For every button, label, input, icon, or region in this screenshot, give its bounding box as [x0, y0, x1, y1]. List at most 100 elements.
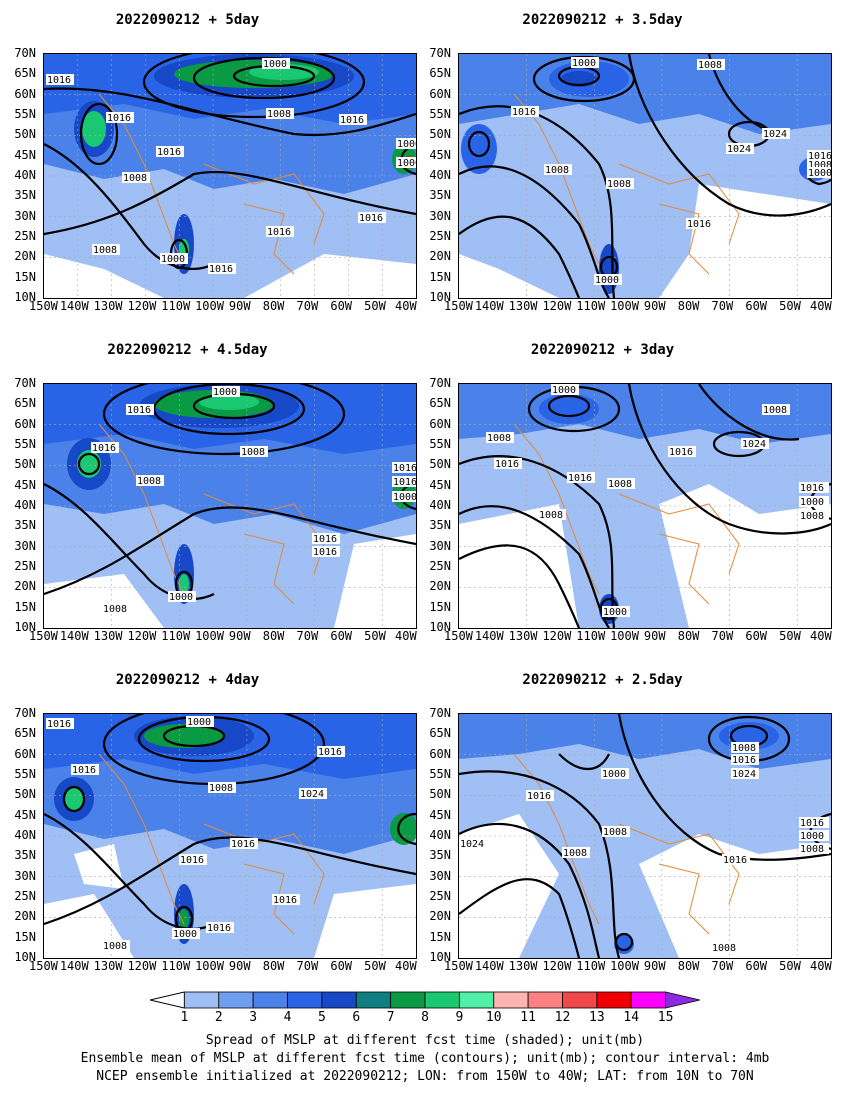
lon-tick-label: 120W — [542, 959, 572, 973]
lon-tick-label: 50W — [779, 629, 801, 643]
lon-tick-label: 80W — [262, 299, 285, 313]
map-panel: 2022090212 + 4day — [0, 660, 417, 990]
lat-tick-label: 45N — [429, 477, 451, 492]
lon-tick-label: 110W — [161, 299, 191, 313]
contour-label: 1008 — [241, 447, 265, 458]
lon-tick-label: 60W — [745, 959, 768, 973]
contour-label: 1016 — [340, 115, 364, 126]
contour-label: 1016 — [568, 473, 592, 484]
lon-tick-label: 50W — [364, 629, 386, 643]
map-plot: 1000 1008 1008 1016 1016 1024 1016 1008 … — [458, 383, 832, 629]
contour-label: 1000 — [213, 387, 237, 398]
map-plot: 1000 1008 1016 1024 1024 1008 1008 1016 … — [458, 53, 832, 299]
lat-tick-label: 60N — [429, 416, 451, 431]
contour-label: 1000 — [169, 592, 193, 603]
contour-label: 1016 — [359, 213, 383, 224]
lon-tick-label: 100W — [610, 629, 639, 643]
contour-label: 1016 — [231, 839, 255, 850]
contour-label: 1016 — [512, 107, 536, 118]
contour-label: 1016 — [495, 459, 519, 470]
lon-tick-label: 100W — [195, 299, 224, 313]
lat-tick-label: 30N — [429, 538, 451, 553]
lat-tick-label: 45N — [14, 807, 36, 822]
lon-tick-label: 150W — [444, 629, 473, 643]
lat-tick-label: 10N — [429, 620, 451, 634]
contour-label: 1016 — [732, 755, 756, 766]
lat-tick-label: 70N — [429, 706, 451, 720]
lon-tick-label: 40W — [395, 299, 417, 313]
contour-label: 1016 — [800, 483, 824, 494]
contour-label: 1016 — [808, 151, 831, 162]
contour-label: 1016 — [92, 443, 116, 454]
colorbar-over-triangle — [665, 991, 701, 1009]
lat-tick-label: 10N — [14, 950, 36, 964]
contour-label: 1016 — [393, 477, 416, 488]
lat-tick-label: 15N — [429, 929, 451, 944]
lat-tick-label: 55N — [429, 107, 451, 121]
contour-label: 1024 — [727, 144, 751, 155]
map-plot: 1016 1016 1000 1008 1016 1016 1008 1008 … — [43, 53, 417, 299]
map-panel: 2022090212 + 3day — [415, 330, 832, 660]
lat-tick-label: 20N — [429, 909, 451, 924]
lon-tick-label: 120W — [127, 629, 157, 643]
lat-tick-label: 25N — [14, 559, 36, 573]
contour-label: 1008 — [712, 943, 736, 954]
panel-title: 2022090212 + 3day — [530, 342, 675, 358]
colorbar-tick-label: 5 — [317, 1010, 326, 1025]
contour-label: 1016 — [207, 923, 231, 934]
lon-tick-label: 120W — [127, 959, 157, 973]
lon-tick-label: 60W — [330, 629, 353, 643]
contour-label: 1016 — [47, 719, 71, 730]
colorbar-swatch — [630, 991, 667, 1009]
lon-tick-label: 60W — [330, 959, 353, 973]
lat-tick-label: 40N — [14, 498, 36, 512]
lat-tick-label: 65N — [14, 396, 36, 411]
lon-tick-label: 70W — [711, 629, 734, 643]
lat-tick-label: 65N — [429, 726, 451, 741]
lon-tick-label: 110W — [161, 629, 191, 643]
lon-tick-label: 140W — [474, 959, 504, 973]
lat-tick-label: 55N — [14, 107, 36, 121]
contour-label: 1008 — [603, 827, 627, 838]
lat-tick-label: 35N — [429, 848, 451, 863]
lat-tick-label: 25N — [14, 889, 36, 903]
colorbar-swatch — [458, 991, 495, 1009]
colorbar-swatch — [252, 991, 288, 1009]
lon-tick-label: 140W — [474, 629, 504, 643]
lon-tick-label: 80W — [677, 299, 700, 313]
contour-label: 1024 — [763, 129, 787, 140]
contour-label: 1024 — [742, 439, 766, 450]
contour-label: 1000 — [397, 139, 416, 150]
colorbar-swatch — [218, 991, 254, 1009]
contour-label: 1000 — [800, 497, 824, 508]
lat-tick-label: 25N — [429, 889, 451, 903]
contour-label: 1016 — [318, 747, 342, 758]
colorbar-tick-label: 13 — [589, 1010, 605, 1025]
lon-tick-label: 80W — [262, 959, 285, 973]
contour-label: 1000 — [595, 275, 619, 286]
colorbar-swatch — [424, 991, 460, 1009]
map-panel: 2022090212 + 3.5day — [415, 0, 832, 330]
panel-title: 2022090212 + 4.5day — [107, 342, 268, 358]
contour-label: 1024 — [460, 839, 484, 850]
contour-label: 1000 — [602, 769, 626, 780]
colorbar-tick-label: 8 — [421, 1010, 429, 1025]
lat-tick-label: 60N — [14, 746, 36, 761]
contour-label: 1000 — [263, 59, 287, 70]
contour-label: 1008 — [763, 405, 787, 416]
lat-tick-label: 25N — [429, 559, 451, 573]
colorbar-tick-label: 4 — [283, 1010, 292, 1025]
colorbar-swatch — [390, 991, 426, 1009]
contour-label: 1000 — [173, 929, 197, 940]
panel-title: 2022090212 + 4day — [115, 672, 260, 688]
contour-label: 1000 — [187, 717, 211, 728]
lat-tick-label: 15N — [429, 269, 451, 284]
lat-tick-label: 30N — [14, 538, 36, 553]
panel-title: 2022090212 + 3.5day — [522, 12, 683, 28]
contour-label: 1000 — [397, 158, 416, 169]
lat-tick-label: 20N — [429, 249, 451, 264]
lon-tick-label: 50W — [779, 299, 801, 313]
lon-tick-label: 110W — [576, 299, 606, 313]
contour-label: 1016 — [527, 791, 551, 802]
contour-label: 1008 — [487, 433, 511, 444]
